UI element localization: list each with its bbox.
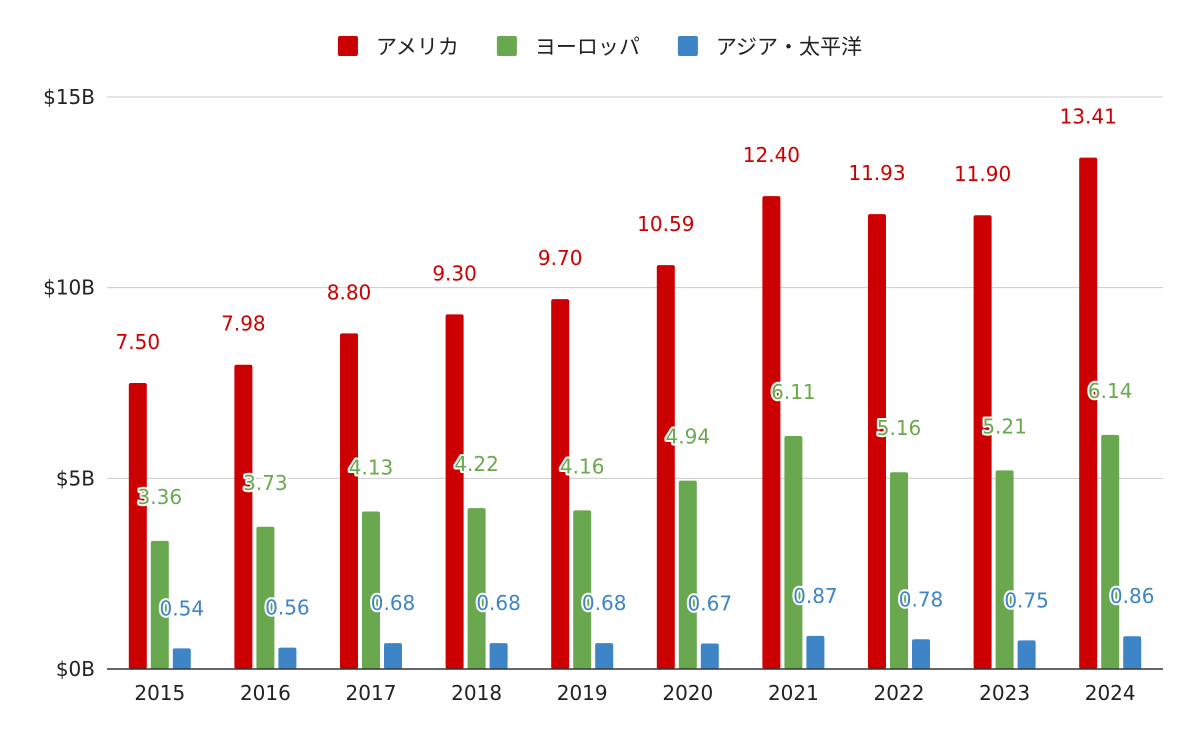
data-label: 8.80 xyxy=(327,280,372,304)
bar-america xyxy=(656,265,675,669)
data-label: 10.59 xyxy=(637,212,694,236)
legend-label: アメリカ xyxy=(376,35,459,59)
data-label: 4.22 xyxy=(454,452,499,476)
bar-europe xyxy=(1101,434,1120,669)
y-tick-label: $0B xyxy=(56,657,95,681)
bar-europe xyxy=(256,526,275,669)
bars xyxy=(128,157,1142,670)
data-label: 0.86 xyxy=(1110,584,1155,608)
x-tick-label: 2023 xyxy=(979,681,1030,705)
legend-swatch xyxy=(677,36,698,56)
bar-america xyxy=(234,364,253,669)
bar-europe xyxy=(362,511,380,669)
bar-america xyxy=(762,196,781,669)
data-label: 4.94 xyxy=(666,425,711,449)
bar-europe xyxy=(467,508,486,669)
data-label: 7.98 xyxy=(221,312,266,336)
data-label: 0.68 xyxy=(476,591,521,615)
bar-europe xyxy=(573,510,592,669)
bar-asia-pacific xyxy=(1123,636,1142,669)
data-label: 0.68 xyxy=(371,591,416,615)
x-tick-label: 2022 xyxy=(874,681,925,705)
bar-asia-pacific xyxy=(384,643,402,669)
bar-europe xyxy=(784,436,803,669)
legend-item: アジア・太平洋 xyxy=(677,35,862,59)
x-tick-label: 2015 xyxy=(134,681,185,705)
bar-america xyxy=(340,333,358,669)
x-tick-label: 2018 xyxy=(451,681,502,705)
data-label: 5.21 xyxy=(982,414,1027,438)
data-label: 0.78 xyxy=(899,587,944,611)
data-label: 4.13 xyxy=(349,456,394,480)
x-tick-label: 2020 xyxy=(662,681,713,705)
data-label: 3.73 xyxy=(243,471,288,495)
bar-america xyxy=(1079,157,1098,669)
bar-america xyxy=(551,299,570,669)
bar-america xyxy=(128,383,147,669)
data-label: 0.67 xyxy=(688,591,733,615)
bar-europe xyxy=(995,470,1014,669)
axes: $0B $5B $10B $15B 2015 2016 2017 2018 2019 2020 20… xyxy=(43,85,1163,705)
legend-label: ヨーロッパ xyxy=(535,35,640,59)
data-label: 0.87 xyxy=(793,584,838,608)
bar-asia-pacific xyxy=(912,639,930,669)
data-label: 11.90 xyxy=(954,162,1011,186)
data-label: 5.16 xyxy=(877,416,922,440)
bar-america xyxy=(445,314,464,669)
legend: アメリカ ヨーロッパ アジア・太平洋 xyxy=(337,35,862,59)
data-label: 0.68 xyxy=(582,591,627,615)
x-tick-label: 2024 xyxy=(1085,681,1136,705)
data-label: 6.14 xyxy=(1088,379,1133,403)
bar-europe xyxy=(890,472,908,669)
bar-america xyxy=(973,215,992,670)
data-label: 3.36 xyxy=(138,485,183,509)
bar-asia-pacific xyxy=(1017,640,1036,669)
legend-swatch xyxy=(496,36,517,56)
bar-asia-pacific xyxy=(172,648,191,669)
legend-label: アジア・太平洋 xyxy=(716,35,862,59)
data-label: 9.30 xyxy=(432,261,477,285)
y-tick-label: $15B xyxy=(43,85,95,109)
data-label: 6.11 xyxy=(771,380,816,404)
bar-asia-pacific xyxy=(700,643,719,669)
data-label: 7.50 xyxy=(116,330,161,354)
data-label: 12.40 xyxy=(743,143,800,167)
bar-asia-pacific xyxy=(278,647,297,669)
bar-asia-pacific xyxy=(595,643,614,669)
data-labels: 7.50 3.36 0.54 7.98 3.73 0.56 8.80 4.13 0.68 9.30… xyxy=(116,105,1157,623)
data-label: 11.93 xyxy=(848,161,905,185)
y-tick-label: $5B xyxy=(56,466,95,490)
legend-item: ヨーロッパ xyxy=(496,35,640,59)
bar-europe xyxy=(678,480,697,669)
data-label: 0.56 xyxy=(265,596,310,620)
bar-america xyxy=(868,214,886,669)
data-label: 0.54 xyxy=(160,596,205,620)
data-label: 4.16 xyxy=(560,454,605,478)
data-label: 0.75 xyxy=(1004,588,1049,612)
x-tick-label: 2021 xyxy=(768,681,819,705)
data-label: 13.41 xyxy=(1060,105,1117,129)
y-tick-label: $10B xyxy=(43,276,95,300)
bar-asia-pacific xyxy=(806,635,825,669)
legend-swatch xyxy=(337,36,358,56)
x-tick-label: 2016 xyxy=(240,681,291,705)
data-label: 9.70 xyxy=(538,246,583,270)
x-tick-label: 2019 xyxy=(557,681,608,705)
legend-item: アメリカ xyxy=(337,35,459,59)
bar-europe xyxy=(150,540,169,669)
x-tick-label: 2017 xyxy=(346,681,397,705)
bar-asia-pacific xyxy=(489,643,508,669)
